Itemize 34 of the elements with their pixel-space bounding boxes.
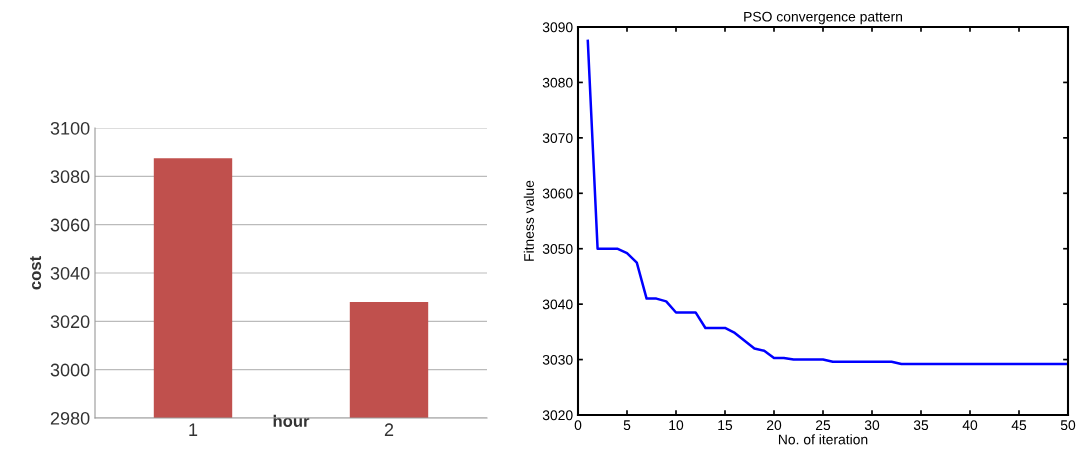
x-tick-label: 0 xyxy=(574,420,582,431)
y-tick-label: 3040 xyxy=(50,266,90,280)
y-tick-label: 3060 xyxy=(542,188,573,199)
y-tick-label: 3090 xyxy=(542,22,573,33)
y-tick-label: 3030 xyxy=(542,354,573,365)
x-tick-label: 5 xyxy=(623,420,631,431)
y-tick-label: 3020 xyxy=(542,410,573,421)
x-tick-label: 1 xyxy=(189,423,198,436)
y-tick-label: 3100 xyxy=(50,121,90,135)
x-axis-title: hour xyxy=(273,414,310,427)
x-tick-label: 35 xyxy=(913,420,929,431)
x-tick-label: 30 xyxy=(864,420,880,431)
x-tick-label: 20 xyxy=(766,420,782,431)
x-tick-label: 15 xyxy=(718,420,733,431)
x-tick-label: 50 xyxy=(1060,420,1076,431)
x-tick-label: 25 xyxy=(815,420,831,431)
x-axis-title: No. of iteration xyxy=(778,434,868,445)
y-axis-title: Fitness value xyxy=(523,180,534,261)
x-tick-label: 40 xyxy=(962,420,978,431)
y-tick-label: 3070 xyxy=(542,133,573,144)
y-tick-label: 3080 xyxy=(542,77,573,88)
x-tick-label: 45 xyxy=(1011,420,1027,431)
y-tick-label: 3060 xyxy=(50,218,90,232)
y-axis-title: cost xyxy=(30,256,42,290)
y-tick-label: 3040 xyxy=(542,299,573,310)
y-tick-label: 2980 xyxy=(50,411,90,425)
x-tick-label: 10 xyxy=(669,420,684,431)
y-tick-label: 3080 xyxy=(50,170,90,184)
line-series xyxy=(586,39,1068,366)
y-tick-label: 3000 xyxy=(50,363,90,377)
y-tick-label: 3020 xyxy=(50,315,90,329)
y-tick-label: 3050 xyxy=(542,244,573,254)
chart-title: PSO convergence pattern xyxy=(744,11,903,25)
x-tick-label: 2 xyxy=(384,423,394,436)
